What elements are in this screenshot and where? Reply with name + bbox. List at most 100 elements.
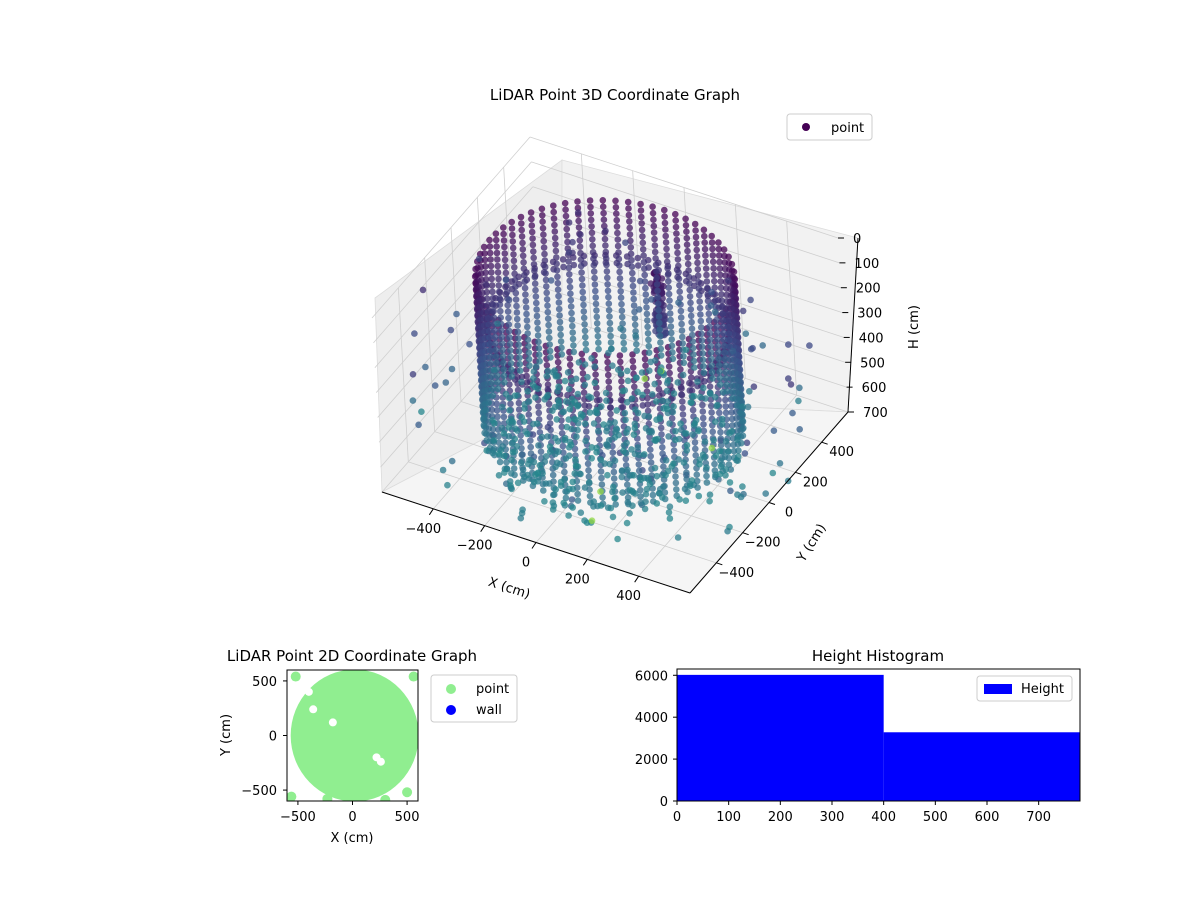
point-3d	[683, 228, 690, 235]
point-3d	[617, 358, 624, 366]
grid-line-z-back	[529, 136, 839, 239]
point-3d	[643, 381, 650, 389]
point-3d	[656, 326, 663, 333]
point-3d	[666, 515, 674, 522]
point-3d	[644, 330, 652, 337]
point-3d	[507, 360, 515, 367]
chart3d-title: LiDAR Point 3D Coordinate Graph	[490, 86, 740, 104]
point-3d	[709, 252, 717, 259]
point-3d	[569, 238, 576, 246]
chart3d-ticks: −400−2000200400−400−20002004000100200300…	[405, 232, 887, 604]
point-3d	[540, 231, 547, 238]
point-3d	[574, 426, 581, 434]
point-3d	[664, 377, 672, 384]
point-3d	[726, 336, 733, 344]
point-3d	[572, 462, 580, 470]
point-3d	[595, 339, 602, 347]
point-3d	[682, 497, 690, 505]
point-3d	[540, 244, 548, 251]
point-3d	[648, 296, 655, 303]
point-3d	[776, 460, 784, 467]
point-3d	[615, 366, 622, 374]
point-3d	[650, 222, 658, 230]
chart3d-points	[409, 197, 813, 543]
point-3d	[609, 362, 616, 370]
point-3d	[693, 471, 701, 479]
x-tick-mark	[428, 508, 434, 516]
point-3d	[517, 514, 525, 522]
point-3d	[616, 352, 624, 359]
point-3d	[692, 452, 699, 459]
point-3d	[609, 513, 617, 521]
point-3d	[683, 469, 690, 477]
point-3d	[683, 475, 690, 483]
point-3d	[495, 282, 503, 289]
point-3d	[631, 424, 639, 432]
point-3d	[624, 367, 631, 375]
point-3d	[496, 301, 504, 309]
point-3d	[534, 319, 541, 326]
point-3d	[557, 331, 564, 339]
point-3d	[579, 295, 587, 302]
point-3d	[578, 275, 586, 283]
point-3d	[607, 404, 614, 412]
point-3d	[419, 286, 427, 294]
point-3d	[563, 423, 571, 431]
point-3d	[699, 401, 706, 409]
point-3d	[604, 358, 611, 366]
point-3d	[411, 330, 418, 337]
point-3d	[552, 486, 559, 493]
point-3d	[551, 403, 559, 411]
point-3d	[528, 222, 536, 229]
point-3d	[636, 277, 644, 285]
x-tick-label: 500	[923, 810, 948, 825]
point-3d	[575, 224, 583, 231]
chart2d-points	[287, 670, 418, 801]
point-3d	[580, 389, 588, 397]
point-3d	[672, 217, 679, 224]
point-3d	[674, 379, 682, 386]
point-3d	[566, 361, 574, 369]
point-3d	[623, 439, 630, 447]
point-3d	[522, 291, 529, 298]
point-3d	[688, 477, 696, 484]
point-3d	[571, 398, 579, 406]
point-3d	[532, 363, 540, 370]
point-3d	[700, 369, 708, 377]
point-3d	[566, 283, 574, 291]
point-3d	[718, 420, 726, 428]
point-3d	[698, 330, 705, 338]
point-3d	[717, 428, 724, 436]
point-3d	[556, 318, 564, 326]
point-3d	[647, 459, 655, 466]
point-3d	[527, 437, 534, 444]
point-3d	[722, 403, 729, 410]
point-3d	[554, 279, 562, 287]
point-3d	[716, 265, 724, 272]
point-3d	[605, 437, 613, 444]
point-3d	[501, 250, 509, 257]
point-3d	[647, 446, 654, 454]
point-3d	[665, 284, 672, 292]
point-3d	[602, 389, 610, 397]
point-3d	[494, 372, 501, 380]
point-3d	[569, 329, 576, 336]
point-3d	[500, 224, 507, 231]
point-3d	[747, 296, 754, 304]
point-3d	[593, 307, 600, 314]
point-3d	[562, 206, 569, 213]
point-3d	[679, 333, 686, 341]
point-3d	[722, 438, 730, 445]
point-3d	[492, 236, 500, 244]
point-3d	[705, 310, 713, 318]
point-3d	[494, 413, 501, 421]
point-3d	[687, 399, 694, 406]
point-3d	[718, 291, 725, 298]
point-3d	[568, 496, 576, 503]
point-3d	[564, 238, 571, 246]
point-3d	[600, 209, 607, 217]
x-tick-label: 500	[395, 810, 420, 825]
point-3d	[592, 300, 600, 308]
point-3d	[616, 262, 623, 269]
